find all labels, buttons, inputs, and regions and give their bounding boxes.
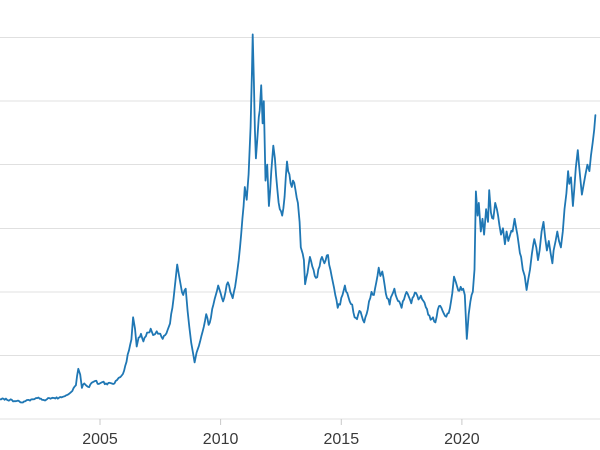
data-line	[0, 33, 597, 404]
x-tick-label: 2015	[324, 431, 360, 448]
x-tick-label: 2020	[444, 431, 480, 448]
x-axis: 2005 2010 2015 2020	[82, 419, 480, 448]
x-tick-label: 2010	[203, 431, 239, 448]
x-tick-label: 2005	[82, 431, 118, 448]
gridlines	[0, 37, 600, 420]
